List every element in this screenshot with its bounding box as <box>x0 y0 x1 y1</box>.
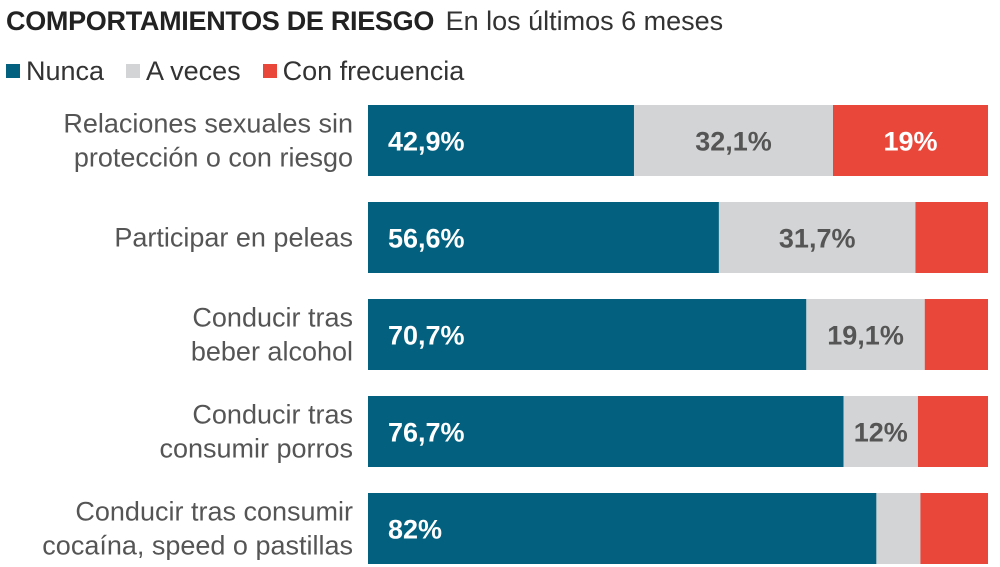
chart-subtitle: En los últimos 6 meses <box>445 6 724 36</box>
bar-a-veces <box>843 396 918 467</box>
category-label: Conducir tras beber alcohol <box>191 303 353 367</box>
bar-nunca <box>368 493 877 564</box>
legend-item-a-veces: A veces <box>126 54 241 88</box>
bar-nunca <box>368 396 844 467</box>
data-label-a-veces: 32,1% <box>695 127 772 157</box>
bar-con-frecuencia <box>833 105 988 176</box>
legend-item-nunca: Nunca <box>6 54 104 88</box>
bar-nunca <box>368 299 807 370</box>
data-label-a-veces: 12% <box>854 418 908 448</box>
legend-label-a-veces: A veces <box>146 56 241 86</box>
bar-nunca <box>368 105 634 176</box>
bar-con-frecuencia <box>924 299 988 370</box>
data-label-nunca: 70,7% <box>388 321 465 351</box>
data-label-nunca: 42,9% <box>388 127 465 157</box>
legend-label-con-frecuencia: Con frecuencia <box>282 56 465 86</box>
legend-swatch-con-frecuencia <box>262 64 277 78</box>
bar-a-veces <box>718 202 916 273</box>
bar-a-veces <box>633 105 833 176</box>
bar-con-frecuencia <box>917 396 988 467</box>
bar-con-frecuencia <box>915 202 988 273</box>
legend-swatch-nunca <box>6 64 20 78</box>
chart-title-main: COMPORTAMIENTOS DE RIESGO <box>6 6 435 36</box>
legend: Nunca A veces Con frecuencia <box>6 54 486 88</box>
data-label-nunca: 82% <box>388 515 442 545</box>
category-label: Conducir tras consumir cocaína, speed o p… <box>42 497 353 561</box>
category-label: Relaciones sexuales sin protección o con … <box>63 109 353 173</box>
bar-a-veces <box>806 299 925 370</box>
data-label-nunca: 76,7% <box>388 418 465 448</box>
category-label: Participar en peleas <box>114 223 353 253</box>
category-label: Conducir tras consumir porros <box>159 400 353 464</box>
legend-item-con-frecuencia: Con frecuencia <box>262 54 465 88</box>
bar-nunca <box>368 202 719 273</box>
chart-title: COMPORTAMIENTOS DE RIESGO En los últimos… <box>6 4 723 38</box>
bar-con-frecuencia <box>920 493 988 564</box>
data-label-nunca: 56,6% <box>388 224 465 254</box>
data-label-a-veces: 31,7% <box>779 224 856 254</box>
legend-label-nunca: Nunca <box>26 56 105 86</box>
data-label-a-veces: 19,1% <box>827 321 904 351</box>
data-label-con-frecuencia: 19% <box>883 127 937 157</box>
legend-swatch-a-veces <box>126 64 141 78</box>
bar-a-veces <box>876 493 921 564</box>
